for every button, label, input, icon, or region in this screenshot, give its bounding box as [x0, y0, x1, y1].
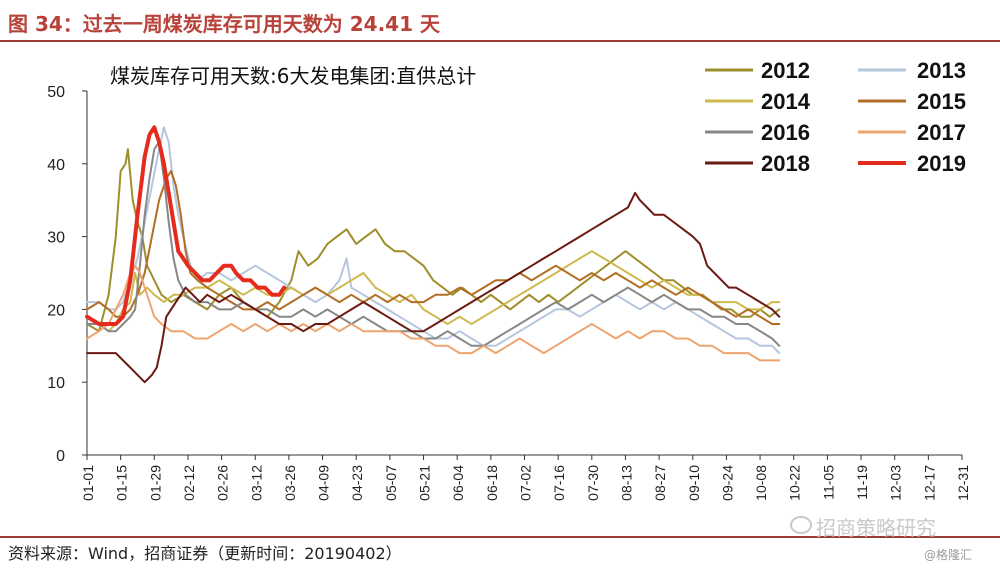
figure-title: 图 34：过去一周煤炭库存可用天数为 24.41 天	[8, 12, 440, 36]
x-tick-label: 08-13	[618, 465, 634, 501]
x-tick-label: 03-26	[282, 465, 298, 501]
series-line-2018	[86, 191, 781, 384]
x-tick-label: 07-16	[551, 465, 567, 501]
wechat-icon	[790, 516, 812, 534]
footer-divider	[0, 536, 1000, 538]
watermark-sub: @格隆汇	[924, 548, 973, 562]
legend-label-2017: 2017	[917, 120, 966, 145]
legend-label-2016: 2016	[761, 120, 810, 145]
series-line-2013	[86, 126, 781, 355]
x-tick-label: 01-01	[80, 465, 96, 501]
series-line-2017	[86, 264, 781, 362]
x-tick-label: 12-17	[921, 465, 937, 501]
x-tick-label: 04-09	[316, 465, 332, 501]
series-line-2019	[85, 125, 287, 326]
legend-label-2015: 2015	[917, 89, 966, 114]
header-divider	[0, 40, 1000, 42]
x-tick-label: 10-22	[787, 465, 803, 501]
x-tick-label: 05-21	[417, 465, 433, 501]
legend-label-2013: 2013	[917, 58, 966, 83]
x-tick-label: 05-07	[383, 465, 399, 501]
y-tick-label: 0	[56, 448, 65, 465]
x-tick-label: 07-30	[585, 465, 601, 501]
y-tick-label: 40	[47, 157, 65, 174]
x-tick-label: 02-26	[215, 465, 231, 501]
legend-label-2012: 2012	[761, 58, 810, 83]
x-tick-label: 01-29	[147, 465, 163, 501]
watermark-text: 招商策略研究	[816, 516, 936, 540]
x-tick-label: 06-18	[484, 465, 500, 501]
series-line-2012	[86, 148, 781, 333]
series-line-2015	[86, 170, 781, 325]
figure-header: 图 34：过去一周煤炭库存可用天数为 24.41 天	[0, 0, 1000, 42]
legend-label-2014: 2014	[761, 89, 811, 114]
x-tick-label: 06-04	[450, 465, 466, 501]
x-tick-label: 04-23	[349, 465, 365, 501]
x-tick-label: 10-08	[753, 465, 769, 501]
y-tick-label: 30	[47, 230, 65, 247]
x-tick-label: 12-03	[888, 465, 904, 501]
x-tick-label: 12-31	[955, 465, 971, 501]
series-line-2014	[86, 250, 781, 333]
data-source-note: 资料来源：Wind，招商证券（更新时间：20190402）	[8, 544, 402, 563]
y-tick-label: 10	[47, 375, 65, 392]
x-tick-label: 01-15	[114, 465, 130, 501]
x-tick-label: 02-12	[181, 465, 197, 501]
legend-label-2019: 2019	[917, 151, 966, 176]
x-tick-label: 03-12	[248, 465, 264, 501]
x-tick-label: 11-19	[854, 465, 870, 500]
x-tick-label: 07-02	[518, 465, 534, 501]
x-tick-label: 08-27	[652, 465, 668, 501]
chart-title: 煤炭库存可用天数:6大发电集团:直供总计	[110, 64, 476, 88]
x-tick-label: 11-05	[820, 465, 836, 500]
y-tick-label: 50	[47, 84, 65, 101]
legend-label-2018: 2018	[761, 151, 810, 176]
x-tick-label: 09-24	[719, 465, 735, 501]
y-tick-label: 20	[47, 302, 65, 319]
x-tick-label: 09-10	[686, 465, 702, 501]
